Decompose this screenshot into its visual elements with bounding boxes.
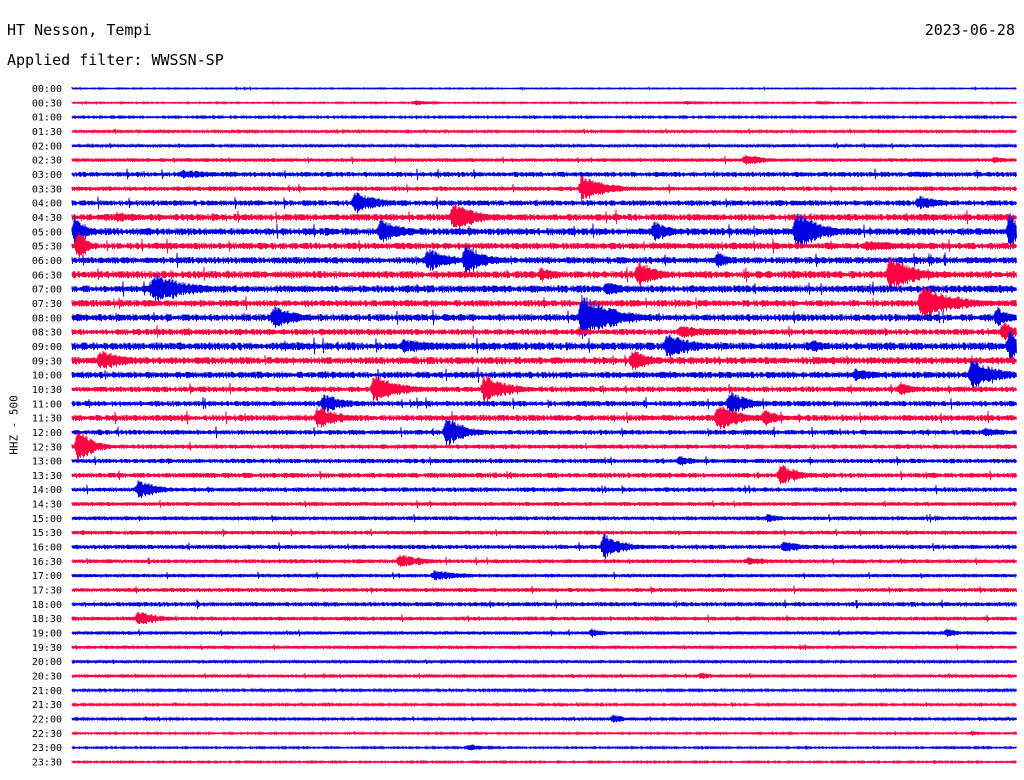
trace-line bbox=[71, 644, 1017, 651]
row-time-label: 09:00 bbox=[32, 342, 62, 353]
row-time-label: 17:30 bbox=[32, 586, 62, 597]
row-time-label: 07:30 bbox=[32, 299, 62, 310]
trace-line bbox=[71, 612, 1017, 625]
row-time-label: 08:30 bbox=[32, 328, 62, 339]
trace-line bbox=[71, 533, 1017, 559]
trace-line bbox=[71, 432, 1017, 460]
station-title: HT Nesson, Tempi bbox=[7, 21, 152, 39]
trace-line bbox=[71, 391, 1017, 415]
row-time-label: 03:00 bbox=[32, 170, 62, 181]
trace-line bbox=[71, 465, 1017, 485]
row-time-label: 13:30 bbox=[32, 471, 62, 482]
trace-line bbox=[71, 212, 1017, 250]
row-time-label: 01:30 bbox=[32, 127, 62, 138]
trace-line bbox=[71, 175, 1017, 202]
trace-line bbox=[71, 599, 1017, 609]
row-time-label: 19:00 bbox=[32, 629, 62, 640]
row-time-label: 18:00 bbox=[32, 600, 62, 611]
trace-line bbox=[71, 456, 1017, 466]
trace-line bbox=[71, 274, 1017, 303]
row-time-label: 18:30 bbox=[32, 614, 62, 625]
trace-line bbox=[71, 330, 1017, 362]
row-time-label: 02:30 bbox=[32, 156, 62, 167]
row-time-label: 03:30 bbox=[32, 184, 62, 195]
row-time-label: 12:30 bbox=[32, 442, 62, 453]
row-time-label: 07:00 bbox=[32, 285, 62, 296]
row-time-label: 06:30 bbox=[32, 270, 62, 281]
filter-label: Applied filter: WWSSN-SP bbox=[7, 51, 224, 69]
row-time-label: 22:30 bbox=[32, 729, 62, 740]
row-time-label: 13:00 bbox=[32, 457, 62, 468]
trace-line bbox=[71, 294, 1017, 340]
row-time-label: 14:30 bbox=[32, 500, 62, 511]
trace-line bbox=[71, 168, 1017, 181]
row-time-label: 16:30 bbox=[32, 557, 62, 568]
trace-line bbox=[71, 585, 1017, 595]
row-time-label: 11:30 bbox=[32, 414, 62, 425]
row-time-label: 10:00 bbox=[32, 371, 62, 382]
trace-line bbox=[71, 285, 1017, 321]
trace-line bbox=[71, 359, 1017, 388]
row-time-label: 11:00 bbox=[32, 399, 62, 410]
trace-line bbox=[71, 192, 1017, 214]
trace-line bbox=[71, 417, 1017, 448]
row-time-label: 22:00 bbox=[32, 715, 62, 726]
row-time-label: 15:00 bbox=[32, 514, 62, 525]
row-time-label: 09:30 bbox=[32, 356, 62, 367]
trace-line bbox=[71, 203, 1017, 229]
row-time-label: 01:00 bbox=[32, 113, 62, 124]
row-time-label: 23:30 bbox=[32, 758, 62, 769]
trace-line bbox=[71, 245, 1017, 276]
trace-line bbox=[71, 350, 1017, 370]
row-time-label: 19:30 bbox=[32, 643, 62, 654]
row-time-label: 17:00 bbox=[32, 571, 62, 582]
trace-line bbox=[71, 528, 1017, 537]
trace-line bbox=[71, 480, 1017, 499]
row-time-label: 06:00 bbox=[32, 256, 62, 267]
row-time-label: 20:00 bbox=[32, 657, 62, 668]
trace-line bbox=[71, 232, 1017, 258]
row-time-label: 02:00 bbox=[32, 141, 62, 152]
trace-line bbox=[71, 322, 1017, 341]
row-time-label: 08:00 bbox=[32, 313, 62, 324]
row-time-label: 21:30 bbox=[32, 700, 62, 711]
row-time-label: 00:00 bbox=[32, 84, 62, 95]
trace-line bbox=[71, 499, 1017, 509]
row-time-label: 10:30 bbox=[32, 385, 62, 396]
row-time-label: 04:00 bbox=[32, 199, 62, 210]
trace-line bbox=[71, 628, 1017, 638]
row-time-label: 20:30 bbox=[32, 672, 62, 683]
row-time-label: 00:30 bbox=[32, 98, 62, 109]
row-time-label: 04:30 bbox=[32, 213, 62, 224]
trace-line bbox=[71, 258, 1017, 288]
trace-line bbox=[71, 375, 1017, 403]
row-time-label: 14:00 bbox=[32, 485, 62, 496]
trace-line bbox=[71, 128, 1017, 135]
row-time-label: 21:00 bbox=[32, 686, 62, 697]
trace-line bbox=[71, 554, 1017, 567]
trace-line bbox=[71, 658, 1017, 665]
trace-line bbox=[71, 154, 1017, 165]
row-time-label: 23:00 bbox=[32, 743, 62, 754]
date-label: 2023-06-28 bbox=[924, 21, 1015, 39]
row-time-label: 15:30 bbox=[32, 528, 62, 539]
trace-line bbox=[71, 701, 1017, 708]
trace-line bbox=[71, 406, 1017, 430]
row-time-label: 12:00 bbox=[32, 428, 62, 439]
row-time-label: 16:00 bbox=[32, 543, 62, 554]
row-time-label: 05:30 bbox=[32, 242, 62, 253]
row-time-label: 05:00 bbox=[32, 227, 62, 238]
trace-line bbox=[71, 513, 1017, 523]
trace-line bbox=[71, 570, 1017, 581]
